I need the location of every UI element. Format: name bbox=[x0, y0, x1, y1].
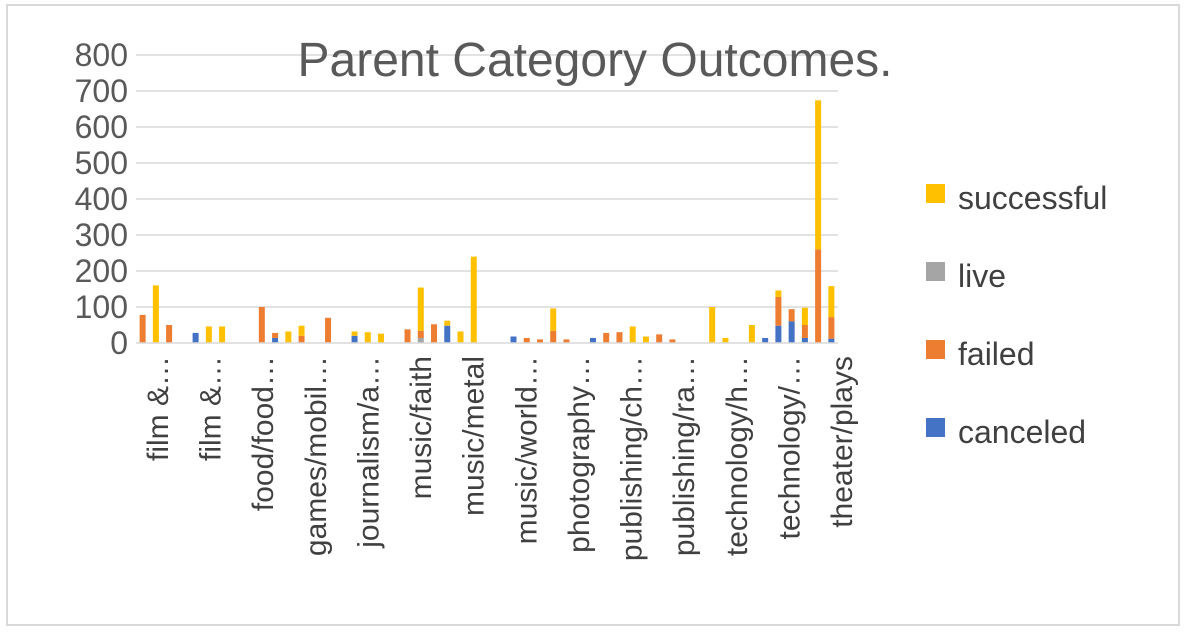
y-tick-label: 0 bbox=[110, 325, 128, 361]
legend-label-successful: successful bbox=[958, 180, 1107, 216]
bars bbox=[139, 100, 835, 343]
bar-failed bbox=[536, 339, 543, 343]
bar-successful bbox=[351, 331, 358, 336]
bar-successful bbox=[815, 100, 822, 250]
bar-failed bbox=[298, 335, 305, 343]
bar-canceled bbox=[444, 325, 451, 343]
x-tick-label: games/mobil… bbox=[300, 356, 333, 556]
x-tick-label: music/world… bbox=[510, 356, 543, 544]
bar-successful bbox=[748, 325, 755, 343]
legend-label-canceled: canceled bbox=[958, 414, 1086, 450]
bar-canceled bbox=[788, 321, 795, 343]
bar-failed bbox=[166, 325, 173, 343]
bar-canceled bbox=[828, 338, 835, 343]
bar-successful bbox=[642, 336, 649, 343]
x-tick-label: publishing/ra… bbox=[668, 356, 701, 556]
bar-canceled bbox=[192, 332, 199, 343]
bar-failed bbox=[404, 329, 411, 343]
legend-swatch-failed bbox=[926, 340, 945, 359]
y-tick-label: 400 bbox=[75, 181, 128, 217]
chart-frame: 0 100 200 300 400 500 600 700 800 film &… film &…… bbox=[6, 4, 1180, 626]
x-tick-label: publishing/ch… bbox=[616, 356, 649, 561]
y-tick-label: 100 bbox=[75, 289, 128, 325]
bar-successful bbox=[298, 325, 305, 336]
bar-successful bbox=[152, 285, 159, 343]
bar-failed bbox=[431, 324, 438, 343]
bar-successful bbox=[470, 256, 477, 343]
legend-swatch-successful bbox=[926, 184, 945, 203]
legend: successful live failed canceled bbox=[926, 180, 1107, 450]
bar-failed bbox=[523, 337, 530, 343]
bar-successful bbox=[457, 331, 464, 343]
y-tick-label: 800 bbox=[75, 37, 128, 73]
bar-failed bbox=[788, 309, 795, 322]
bar-successful bbox=[722, 337, 729, 343]
bar-successful bbox=[417, 287, 424, 331]
x-tick-label: music/faith bbox=[405, 356, 438, 499]
x-tick-label: journalism/a… bbox=[352, 356, 385, 549]
bar-failed bbox=[139, 314, 146, 343]
bar-failed bbox=[616, 332, 623, 343]
bar-failed bbox=[417, 330, 424, 338]
bar-successful bbox=[775, 290, 782, 297]
bar-successful bbox=[364, 332, 371, 343]
y-tick-label: 500 bbox=[75, 145, 128, 181]
x-tick-label: photography… bbox=[563, 356, 596, 553]
bar-successful bbox=[629, 326, 636, 343]
bar-failed bbox=[775, 296, 782, 326]
bar-canceled bbox=[351, 335, 358, 343]
bar-successful bbox=[285, 331, 292, 343]
bar-canceled bbox=[762, 337, 769, 343]
x-tick-label: technology/h… bbox=[721, 356, 754, 556]
bar-failed bbox=[272, 332, 279, 338]
bar-canceled bbox=[801, 337, 808, 343]
y-tick-label: 600 bbox=[75, 109, 128, 145]
bar-failed bbox=[815, 249, 822, 343]
y-tick-label: 700 bbox=[75, 73, 128, 109]
bar-canceled bbox=[272, 337, 279, 343]
x-tick-label: food/food… bbox=[247, 356, 280, 511]
bar-successful bbox=[550, 308, 557, 331]
bar-failed bbox=[603, 332, 610, 343]
chart-title: Parent Category Outcomes. bbox=[298, 34, 893, 87]
gridlines bbox=[136, 54, 838, 308]
bar-successful bbox=[378, 333, 385, 343]
bar-failed bbox=[801, 325, 808, 338]
bar-successful bbox=[205, 326, 212, 343]
bar-live bbox=[417, 337, 424, 343]
bar-successful bbox=[709, 307, 716, 343]
y-tick-label: 300 bbox=[75, 217, 128, 253]
x-axis-ticks: film &… film &… food/food… games/mobil… jour… bbox=[142, 356, 859, 561]
bar-failed bbox=[325, 317, 332, 343]
bar-failed bbox=[258, 307, 265, 343]
y-tick-label: 200 bbox=[75, 253, 128, 289]
bar-successful bbox=[801, 307, 808, 325]
x-tick-label: film &… bbox=[195, 356, 228, 461]
x-tick-label: theater/plays bbox=[826, 356, 859, 528]
bar-failed bbox=[563, 339, 570, 343]
bar-successful bbox=[828, 286, 835, 318]
legend-label-failed: failed bbox=[958, 336, 1035, 372]
bar-failed bbox=[828, 317, 835, 339]
x-tick-label: technology/… bbox=[773, 356, 806, 539]
bar-canceled bbox=[589, 337, 596, 343]
bar-successful bbox=[219, 326, 226, 343]
legend-swatch-canceled bbox=[926, 418, 945, 437]
x-tick-label: music/metal bbox=[458, 356, 491, 516]
bar-successful bbox=[444, 320, 451, 326]
bar-canceled bbox=[510, 336, 517, 343]
bar-failed bbox=[669, 339, 676, 343]
bar-failed bbox=[550, 330, 557, 343]
legend-swatch-live bbox=[926, 262, 945, 281]
bar-failed bbox=[656, 334, 663, 343]
x-tick-label: film &… bbox=[142, 356, 175, 461]
legend-label-live: live bbox=[958, 258, 1006, 294]
bar-canceled bbox=[775, 325, 782, 343]
